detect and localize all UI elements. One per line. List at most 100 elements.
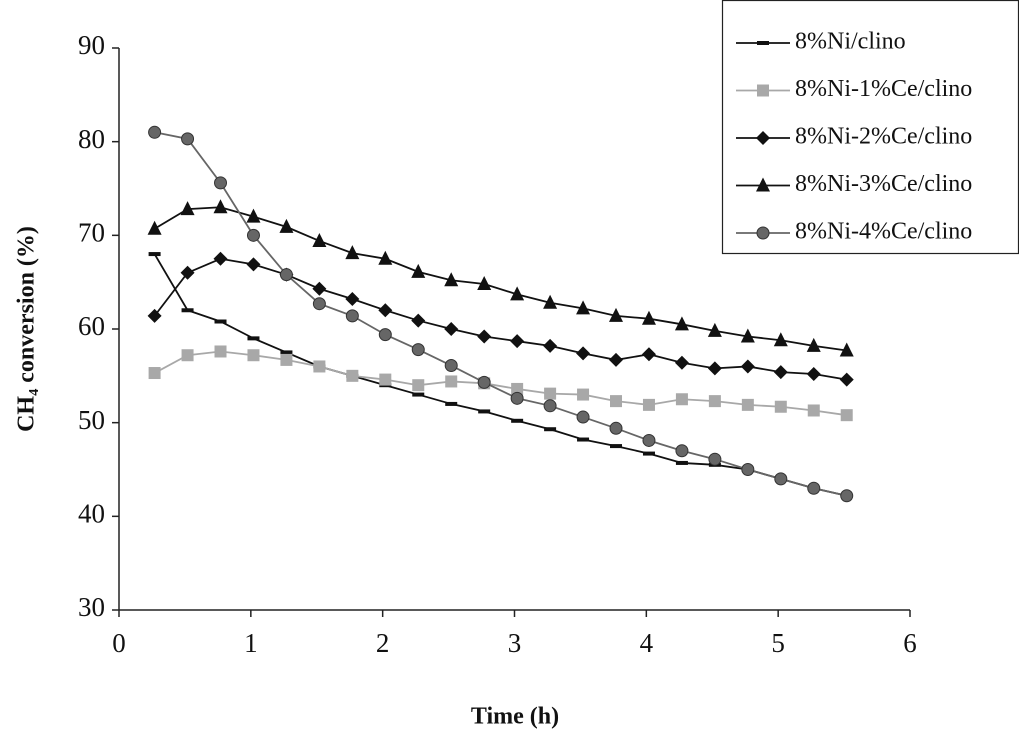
marker [345, 309, 359, 323]
marker [756, 131, 770, 145]
marker [247, 349, 260, 362]
marker [148, 367, 161, 380]
x-tick-label: 5 [771, 628, 785, 658]
marker [180, 265, 195, 280]
marker [247, 336, 260, 341]
y-tick-label: 90 [78, 30, 105, 60]
marker [214, 345, 227, 358]
legend-label: 8%Ni-1%Ce/clino [795, 76, 972, 102]
marker [246, 208, 261, 223]
marker [839, 372, 854, 387]
marker [609, 352, 624, 367]
marker [445, 401, 458, 406]
marker [378, 328, 392, 342]
marker [147, 308, 162, 323]
x-axis-title: Time (h) [471, 704, 559, 730]
marker [576, 300, 591, 315]
marker [148, 125, 162, 139]
marker [773, 332, 788, 347]
marker [675, 460, 688, 465]
marker [675, 393, 688, 406]
marker [411, 313, 426, 328]
marker [444, 359, 458, 373]
y-tick-label: 80 [78, 124, 105, 154]
marker [740, 359, 755, 374]
marker [379, 373, 392, 386]
x-tick-label: 2 [376, 628, 390, 658]
legend-label: 8%Ni-2%Ce/clino [795, 124, 972, 150]
marker [807, 481, 821, 495]
marker [181, 308, 194, 313]
y-tick-label: 40 [78, 499, 105, 529]
marker [214, 176, 228, 190]
marker [411, 343, 425, 357]
marker [477, 329, 492, 344]
marker [543, 338, 558, 353]
marker [577, 388, 590, 401]
marker [180, 201, 195, 216]
marker [806, 366, 821, 381]
marker [757, 84, 769, 97]
marker [641, 310, 656, 325]
marker [840, 489, 854, 503]
marker [609, 307, 624, 322]
x-tick-label: 1 [244, 628, 258, 658]
marker [807, 404, 820, 417]
marker [740, 328, 755, 343]
marker [543, 399, 557, 413]
marker [774, 472, 788, 486]
marker [642, 398, 655, 411]
marker [708, 395, 721, 408]
marker [445, 375, 458, 388]
series-line [153, 257, 847, 381]
marker [444, 322, 459, 336]
marker [378, 250, 393, 265]
marker [213, 251, 228, 266]
y-tick-label: 60 [78, 311, 105, 341]
marker [609, 421, 623, 435]
marker [378, 303, 393, 318]
marker [707, 322, 722, 337]
marker [510, 391, 524, 405]
marker [511, 418, 524, 423]
marker [444, 272, 459, 287]
marker [675, 444, 689, 458]
marker [346, 369, 359, 382]
marker [543, 294, 558, 309]
marker [312, 232, 327, 247]
marker [610, 444, 623, 449]
marker [478, 409, 491, 414]
series-line [153, 253, 847, 497]
legend-label: 8%Ni/clino [795, 29, 906, 55]
marker [641, 347, 656, 362]
marker [544, 427, 557, 432]
marker [708, 452, 722, 466]
marker [642, 451, 655, 456]
marker [756, 226, 770, 240]
x-tick-label: 0 [112, 628, 126, 658]
marker [840, 409, 853, 422]
marker [345, 292, 360, 307]
marker [280, 353, 293, 366]
series-line [154, 206, 847, 352]
marker [411, 263, 426, 278]
marker [246, 228, 260, 242]
marker [806, 337, 821, 352]
marker [280, 350, 293, 355]
marker [510, 334, 525, 349]
marker [213, 199, 228, 214]
marker [181, 349, 194, 362]
marker [412, 379, 425, 392]
marker [774, 400, 787, 413]
marker [642, 433, 656, 447]
marker [839, 342, 854, 357]
marker [707, 361, 722, 376]
y-tick-label: 30 [78, 592, 105, 622]
marker [511, 382, 524, 395]
series-line [154, 350, 847, 417]
marker [610, 395, 623, 408]
marker [674, 316, 689, 331]
marker [773, 365, 788, 380]
marker [147, 220, 162, 235]
y-tick-label: 50 [78, 405, 105, 435]
